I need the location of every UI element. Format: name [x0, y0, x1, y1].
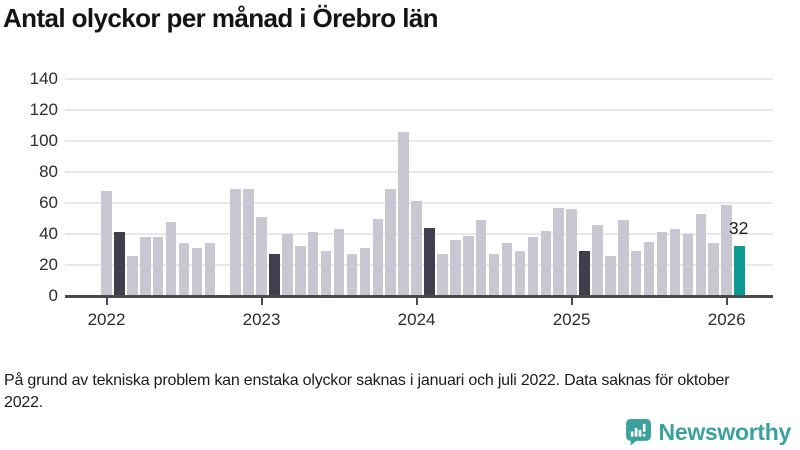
- gridline: [65, 140, 773, 142]
- newsworthy-icon: [625, 419, 651, 446]
- bar-2023-07: [333, 229, 345, 296]
- bar-2023-12: [398, 131, 409, 296]
- y-axis-tick-label: 40: [39, 224, 58, 243]
- bar-2024-08: [501, 243, 513, 296]
- bar-2022-03: [127, 255, 138, 296]
- bar-2022-12: [243, 189, 254, 296]
- bar-2023-09: [359, 247, 371, 296]
- bar-2024-12: [553, 207, 564, 296]
- latest-value-label: 32: [728, 218, 749, 239]
- bar-2023-08: [346, 254, 358, 296]
- bar-2023-03: [282, 234, 293, 296]
- bar-2026-01: [721, 204, 732, 296]
- x-axis-year-label: 2025: [552, 310, 591, 329]
- bar-2022-01: [101, 190, 112, 296]
- bar-2024-10: [527, 237, 539, 296]
- bar-2025-11: [695, 213, 707, 296]
- bar-2024-05: [463, 235, 474, 296]
- footnote: På grund av tekniska problem kan enstaka…: [4, 372, 730, 412]
- bar-2022-09: [204, 243, 216, 296]
- bar-2022-07: [178, 243, 190, 296]
- bar-2025-03: [592, 224, 603, 296]
- bar-2024-09: [514, 251, 526, 296]
- bar-2023-11: [385, 189, 396, 296]
- bar-2026-02: [734, 246, 745, 296]
- y-axis-tick-label: 120: [29, 100, 58, 119]
- x-axis-line: [65, 294, 773, 298]
- bar-2022-08: [191, 247, 203, 296]
- bar-2024-03: [437, 254, 448, 296]
- bar-2025-07: [643, 241, 655, 296]
- chart-title: Antal olyckor per månad i Örebro län: [3, 3, 439, 33]
- bar-2023-10: [372, 218, 384, 296]
- gridline: [65, 78, 773, 80]
- bar-2024-07: [488, 254, 500, 296]
- gridline: [65, 109, 773, 111]
- x-axis-year-label: 2023: [242, 310, 281, 329]
- bar-2025-08: [656, 232, 668, 296]
- newsworthy-wordmark: Newsworthy: [658, 418, 792, 445]
- gridline: [65, 171, 773, 173]
- x-axis-year-label: 2022: [87, 310, 126, 329]
- bar-2022-05: [152, 237, 164, 296]
- bar-2023-04: [295, 246, 306, 296]
- x-axis-tick: [725, 297, 728, 305]
- bar-2024-06: [475, 220, 487, 296]
- bar-2025-05: [618, 220, 629, 296]
- x-axis-tick: [570, 297, 573, 305]
- bar-2024-02: [424, 227, 435, 296]
- x-axis-tick: [415, 297, 418, 305]
- bar-2022-11: [230, 189, 241, 296]
- bar-2025-02: [579, 251, 590, 296]
- bar-2022-06: [165, 221, 177, 296]
- y-axis-tick-label: 0: [48, 286, 58, 305]
- y-axis-tick-label: 140: [29, 69, 58, 88]
- bar-2022-04: [140, 237, 151, 296]
- bar-2022-02: [114, 232, 125, 296]
- bar-2025-12: [708, 243, 719, 296]
- bar-2024-01: [411, 201, 422, 296]
- x-axis-year-label: 2024: [397, 310, 436, 329]
- bar-2025-04: [605, 255, 616, 296]
- x-axis-year-label: 2026: [707, 310, 746, 329]
- bar-2024-11: [540, 230, 552, 296]
- bar-2024-04: [450, 240, 461, 296]
- bar-2023-05: [307, 232, 319, 296]
- bar-2025-06: [630, 251, 642, 296]
- y-axis-tick-label: 60: [39, 193, 58, 212]
- bar-2025-09: [669, 229, 681, 296]
- bar-2025-10: [682, 234, 694, 296]
- x-axis-tick: [105, 297, 108, 305]
- x-axis-tick: [260, 297, 263, 305]
- bar-2025-01: [566, 209, 577, 296]
- y-axis-tick-label: 100: [29, 131, 58, 150]
- newsworthy-logo: Newsworthy: [625, 418, 791, 446]
- y-axis-tick-label: 80: [39, 162, 58, 181]
- bar-2023-02: [269, 254, 280, 296]
- bar-2023-01: [256, 216, 267, 296]
- bar-2023-06: [320, 251, 332, 296]
- y-axis-tick-label: 20: [39, 255, 58, 274]
